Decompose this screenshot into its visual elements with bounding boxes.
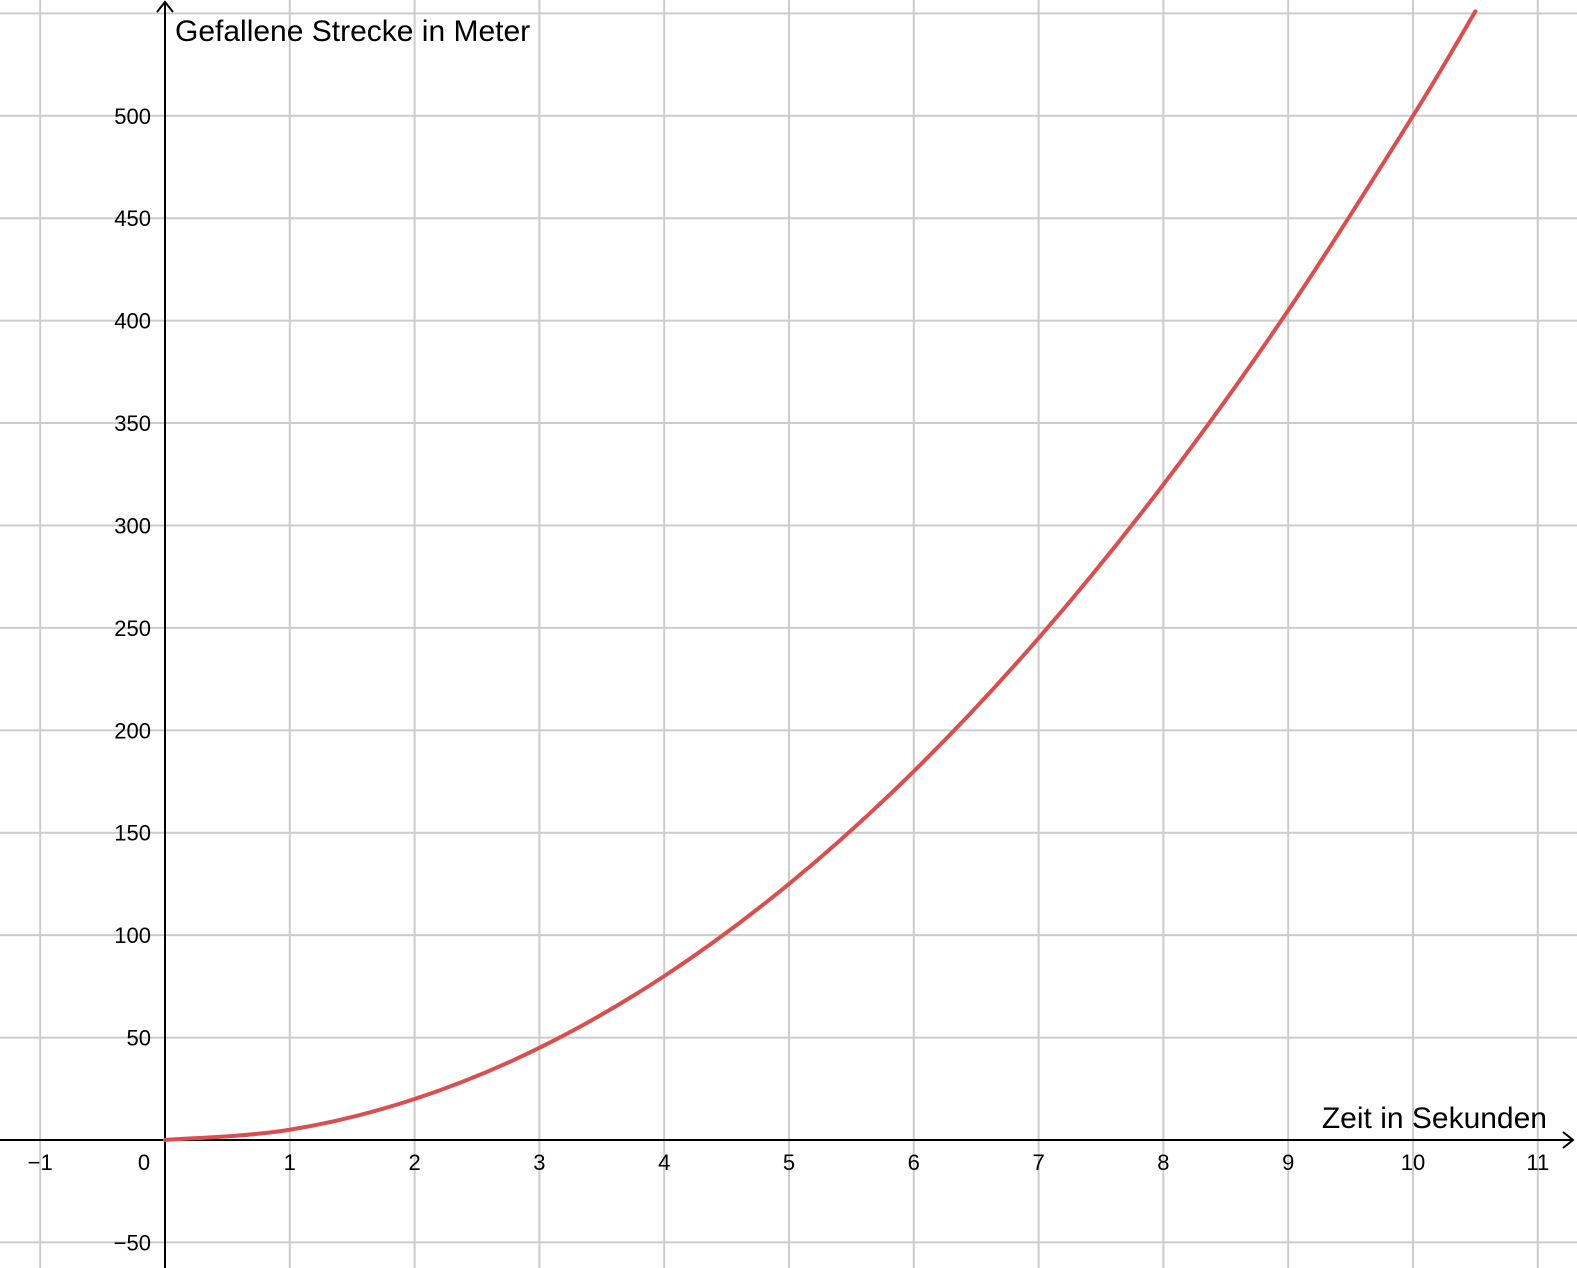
x-tick-label: −1 bbox=[28, 1150, 53, 1175]
data-point bbox=[163, 1138, 167, 1142]
x-tick-label: 6 bbox=[908, 1150, 920, 1175]
data-points bbox=[163, 9, 1477, 1142]
y-tick-label: 100 bbox=[114, 923, 151, 948]
x-tick-label: 1 bbox=[284, 1150, 296, 1175]
y-tick-label: 500 bbox=[114, 104, 151, 129]
y-tick-label: 200 bbox=[114, 718, 151, 743]
x-tick-label: 10 bbox=[1401, 1150, 1425, 1175]
data-point bbox=[288, 1128, 292, 1132]
y-tick-label: 250 bbox=[114, 616, 151, 641]
y-tick-label: 150 bbox=[114, 821, 151, 846]
series-line-curve bbox=[163, 9, 1478, 1142]
data-point bbox=[1161, 483, 1165, 487]
data-point bbox=[1473, 9, 1477, 13]
y-tick-label: 300 bbox=[114, 513, 151, 538]
y-axis-arrowhead bbox=[156, 0, 174, 13]
x-axis-arrowhead bbox=[1562, 1131, 1575, 1149]
x-tick-label: 3 bbox=[533, 1150, 545, 1175]
x-tick-label: 7 bbox=[1032, 1150, 1044, 1175]
x-tick-label: 4 bbox=[658, 1150, 670, 1175]
x-tick-label: 11 bbox=[1526, 1150, 1549, 1175]
y-tick-label: 450 bbox=[114, 206, 151, 231]
data-point bbox=[1286, 308, 1290, 312]
y-tick-label: −50 bbox=[114, 1230, 151, 1255]
y-tick-label: 400 bbox=[114, 309, 151, 334]
tick-labels: −1 0 1 2 3 4 5 6 7 8 9 10 11 −50 50 100 150 200 250 300 350 4… bbox=[28, 104, 1550, 1256]
x-axis-title: Zeit in Sekunden bbox=[1322, 1102, 1547, 1135]
data-point bbox=[912, 769, 916, 773]
x-tick-label: 9 bbox=[1282, 1150, 1294, 1175]
data-point bbox=[413, 1097, 417, 1101]
data-point bbox=[537, 1046, 541, 1050]
data-point bbox=[1411, 114, 1415, 118]
x-tick-label: 0 bbox=[138, 1150, 150, 1175]
data-point bbox=[1037, 636, 1041, 640]
data-point bbox=[662, 974, 666, 978]
y-tick-label: 50 bbox=[127, 1026, 151, 1051]
data-point bbox=[787, 882, 791, 886]
y-axis-title: Gefallene Strecke in Meter bbox=[175, 15, 530, 48]
x-tick-label: 2 bbox=[408, 1150, 420, 1175]
x-tick-label: 5 bbox=[783, 1150, 795, 1175]
x-tick-label: 8 bbox=[1157, 1150, 1169, 1175]
y-tick-label: 350 bbox=[114, 411, 151, 436]
